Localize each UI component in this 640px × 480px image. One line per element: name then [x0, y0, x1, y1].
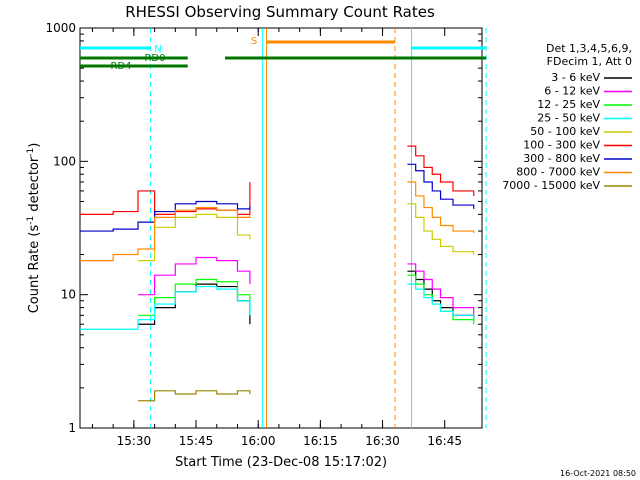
legend-header-1: Det 1,3,4,5,6,9, — [546, 42, 632, 55]
state-label: RD0 — [144, 53, 165, 64]
x-tick-label: 16:30 — [365, 434, 400, 448]
series-line — [407, 263, 475, 316]
legend: Det 1,3,4,5,6,9, FDecim 1, Att 0 3 - 6 k… — [502, 42, 632, 192]
y-tick-label: 1 — [68, 421, 76, 435]
x-tick-label: 16:15 — [303, 434, 338, 448]
series-line — [80, 200, 251, 232]
state-label: RD4 — [110, 61, 131, 72]
series-line — [407, 163, 475, 209]
y-tick-label: 10 — [61, 288, 76, 302]
legend-entry-label: 50 - 100 keV — [530, 125, 600, 138]
series-line — [407, 203, 475, 255]
y-tick-labels: 1 10 100 1000 — [45, 21, 76, 435]
legend-entry-label: 7000 - 15000 keV — [502, 179, 600, 192]
y-axis-label-sup: -1 — [26, 216, 36, 225]
x-tick-label: 15:45 — [179, 434, 214, 448]
state-vlines — [149, 28, 487, 428]
plot-frame — [79, 27, 483, 429]
legend-entry-label: 100 - 300 keV — [523, 139, 600, 152]
legend-entry-label: 800 - 7000 keV — [516, 166, 600, 179]
x-tick-label: 16:00 — [241, 434, 276, 448]
series-line — [138, 390, 251, 402]
y-tick-label: 100 — [53, 154, 76, 168]
series-lines — [80, 145, 475, 402]
series-line — [407, 181, 475, 234]
legend-entry-label: 25 - 50 keV — [537, 112, 600, 125]
series-line — [80, 181, 251, 215]
y-axis-label-close: ) — [27, 143, 42, 148]
legend-entry-label: 3 - 6 keV — [551, 71, 600, 84]
series-line — [407, 274, 475, 325]
series-line — [407, 145, 475, 196]
y-axis-label-main: Count Rate (s — [27, 225, 42, 314]
x-axis-label: Start Time (23-Dec-08 15:17:02) — [175, 455, 387, 470]
axis-ticks — [80, 27, 482, 429]
y-tick-label: 1000 — [45, 21, 76, 35]
state-label: S — [251, 36, 257, 47]
x-tick-label: 16:45 — [427, 434, 462, 448]
legend-entry-label: 6 - 12 keV — [544, 85, 600, 98]
legend-entry-label: 300 - 800 keV — [523, 152, 600, 165]
series-line — [407, 283, 475, 320]
generation-timestamp: 16-Oct-2021 08:50 — [560, 469, 636, 478]
series-line — [138, 256, 251, 296]
y-axis-label-sup2: -1 — [26, 148, 36, 157]
series-line — [80, 285, 251, 330]
legend-entry-label: 12 - 25 keV — [537, 98, 600, 111]
chart-title: RHESSI Observing Summary Count Rates — [125, 3, 435, 21]
legend-header-2: FDecim 1, Att 0 — [547, 55, 632, 68]
series-line — [80, 206, 251, 262]
x-tick-labels: 15:30 15:45 16:00 16:15 16:30 16:45 — [117, 434, 462, 448]
y-axis-label-mid: detector — [27, 156, 42, 216]
x-tick-label: 15:30 — [117, 434, 152, 448]
y-axis-label: Count Rate (s-1 detector-1) — [26, 143, 42, 314]
state-label: N — [154, 44, 161, 55]
